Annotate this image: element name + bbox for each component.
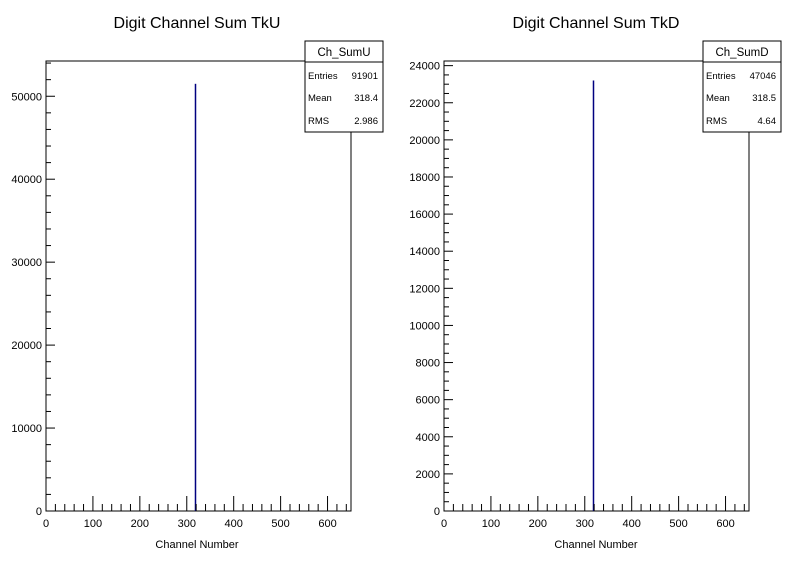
y-tick-label: 30000 (11, 257, 42, 269)
x-tick-label: 600 (318, 518, 336, 530)
stats-entries-label: Entries (308, 71, 338, 82)
stats-mean-label: Mean (308, 93, 332, 104)
y-tick-label: 14000 (409, 246, 440, 258)
plot-frame (45, 60, 352, 512)
y-tick-label: 0 (36, 506, 42, 518)
y-tick-label: 10000 (11, 423, 42, 435)
y-tick-label: 10000 (409, 320, 440, 332)
stats-rms-value: 2.986 (354, 116, 378, 127)
stats-rms-label: RMS (706, 116, 727, 127)
plot-frame (443, 60, 750, 512)
y-tick-label: 20000 (11, 340, 42, 352)
histogram-bar (592, 80, 595, 512)
histogram-pad-tkd: Digit Channel Sum TkD 0 100 200 300 400 500 60… (409, 15, 782, 551)
stats-mean-value: 318.4 (354, 93, 378, 104)
x-axis-label: Channel Number (155, 539, 238, 551)
histogram-pad-tku: Digit Channel Sum TkU 0 100 200 300 400 500 60… (11, 15, 384, 551)
x-tick-label: 200 (131, 518, 149, 530)
x-tick-label: 600 (716, 518, 734, 530)
x-tick-label: 0 (441, 518, 447, 530)
y-axis: 0 2000 4000 6000 8000 10000 12000 14000 16000 180… (409, 61, 453, 518)
y-tick-label: 22000 (409, 98, 440, 110)
x-tick-label: 100 (84, 518, 102, 530)
x-tick-label: 300 (178, 518, 196, 530)
x-tick-label: 200 (529, 518, 547, 530)
y-tick-label: 6000 (416, 395, 440, 407)
x-axis-label: Channel Number (554, 539, 637, 551)
bars-layer (592, 80, 595, 512)
chart-title: Digit Channel Sum TkU (114, 15, 281, 32)
stats-entries-value: 91901 (352, 71, 378, 82)
stats-entries-label: Entries (706, 71, 736, 82)
stats-mean-value: 318.5 (752, 93, 776, 104)
x-tick-label: 400 (225, 518, 243, 530)
stats-box: Ch_SumU Entries 91901 Mean 318.4 RMS 2.9… (304, 40, 384, 133)
y-tick-label: 2000 (416, 469, 440, 481)
x-tick-label: 300 (576, 518, 594, 530)
y-tick-label: 40000 (11, 174, 42, 186)
stats-entries-value: 47046 (750, 71, 776, 82)
x-axis: 0 100 200 300 400 500 600 (43, 496, 347, 530)
y-axis: 0 10000 20000 30000 40000 50000 (11, 62, 55, 518)
x-tick-label: 0 (43, 518, 49, 530)
x-axis: 0 100 200 300 400 500 600 (441, 496, 745, 530)
x-tick-label: 400 (623, 518, 641, 530)
stats-box-frame (304, 40, 384, 133)
stats-rms-value: 4.64 (758, 116, 777, 127)
y-tick-label: 0 (434, 506, 440, 518)
stats-box: Ch_SumD Entries 47046 Mean 318.5 RMS 4.6… (702, 40, 782, 133)
chart-title: Digit Channel Sum TkD (513, 15, 680, 32)
y-tick-label: 24000 (409, 61, 440, 73)
y-tick-label: 20000 (409, 135, 440, 147)
y-tick-label: 4000 (416, 432, 440, 444)
stats-box-name: Ch_SumU (317, 47, 370, 59)
x-tick-label: 100 (482, 518, 500, 530)
x-tick-label: 500 (271, 518, 289, 530)
stats-rms-label: RMS (308, 116, 329, 127)
y-tick-label: 8000 (416, 358, 440, 370)
x-tick-label: 500 (669, 518, 687, 530)
histogram-bar (194, 83, 197, 511)
stats-box-name: Ch_SumD (715, 47, 768, 59)
y-tick-label: 16000 (409, 209, 440, 221)
y-tick-label: 50000 (11, 91, 42, 103)
stats-mean-label: Mean (706, 93, 730, 104)
bars-layer (194, 83, 197, 511)
y-tick-label: 18000 (409, 172, 440, 184)
stats-box-frame (702, 40, 782, 133)
y-tick-label: 12000 (409, 283, 440, 295)
